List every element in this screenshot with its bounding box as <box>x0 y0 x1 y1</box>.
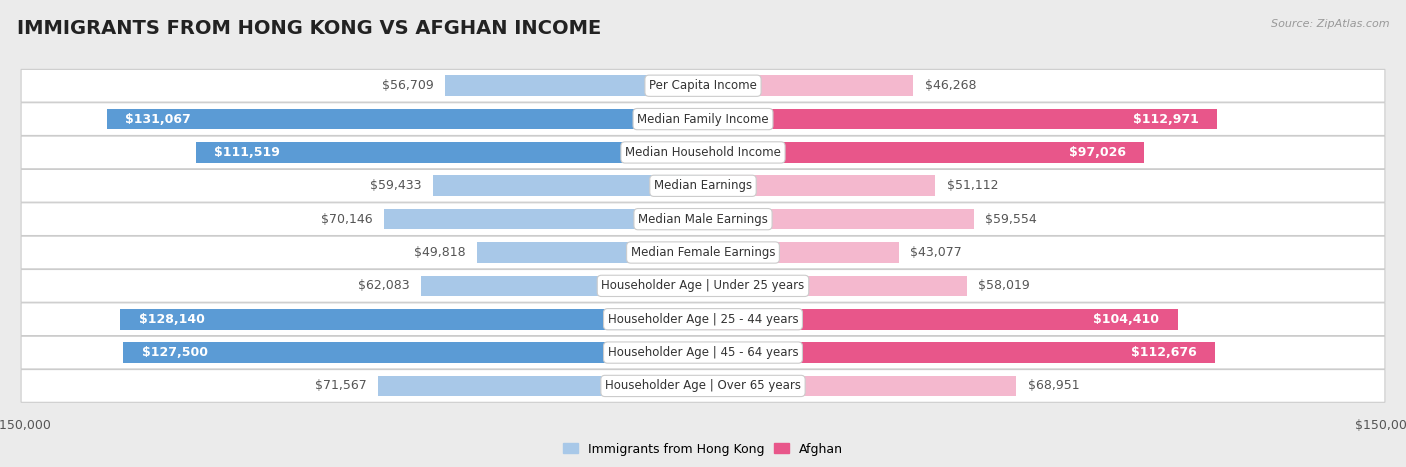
Text: Median Male Earnings: Median Male Earnings <box>638 212 768 226</box>
Bar <box>703 375 1017 396</box>
Bar <box>703 309 1178 330</box>
Text: $51,112: $51,112 <box>946 179 998 192</box>
Text: $97,026: $97,026 <box>1069 146 1126 159</box>
Bar <box>433 176 703 196</box>
Text: $43,077: $43,077 <box>910 246 962 259</box>
Text: $71,567: $71,567 <box>315 380 367 392</box>
Bar <box>121 309 703 330</box>
Bar <box>703 176 935 196</box>
Bar <box>378 375 703 396</box>
Text: $128,140: $128,140 <box>139 313 204 325</box>
Text: $131,067: $131,067 <box>125 113 191 126</box>
Bar <box>446 75 703 96</box>
Bar <box>124 342 703 363</box>
Text: $62,083: $62,083 <box>357 279 409 292</box>
Text: $59,433: $59,433 <box>370 179 422 192</box>
Text: Source: ZipAtlas.com: Source: ZipAtlas.com <box>1271 19 1389 28</box>
Bar <box>703 75 914 96</box>
Bar <box>384 209 703 229</box>
FancyBboxPatch shape <box>21 170 1385 202</box>
FancyBboxPatch shape <box>21 203 1385 235</box>
Text: $68,951: $68,951 <box>1028 380 1080 392</box>
FancyBboxPatch shape <box>21 236 1385 269</box>
Text: Per Capita Income: Per Capita Income <box>650 79 756 92</box>
Text: Householder Age | Under 25 years: Householder Age | Under 25 years <box>602 279 804 292</box>
FancyBboxPatch shape <box>21 136 1385 169</box>
Text: $56,709: $56,709 <box>382 79 434 92</box>
Text: Median Female Earnings: Median Female Earnings <box>631 246 775 259</box>
Text: Householder Age | 45 - 64 years: Householder Age | 45 - 64 years <box>607 346 799 359</box>
Bar <box>703 109 1216 129</box>
FancyBboxPatch shape <box>21 303 1385 336</box>
FancyBboxPatch shape <box>21 269 1385 302</box>
FancyBboxPatch shape <box>21 103 1385 135</box>
Text: Median Earnings: Median Earnings <box>654 179 752 192</box>
Text: $49,818: $49,818 <box>413 246 465 259</box>
Text: $46,268: $46,268 <box>925 79 976 92</box>
Text: $104,410: $104,410 <box>1094 313 1160 325</box>
Bar <box>703 242 898 263</box>
Text: $70,146: $70,146 <box>321 212 373 226</box>
Text: Householder Age | 25 - 44 years: Householder Age | 25 - 44 years <box>607 313 799 325</box>
Text: $112,971: $112,971 <box>1132 113 1198 126</box>
Bar <box>703 276 967 296</box>
Bar <box>703 342 1215 363</box>
FancyBboxPatch shape <box>21 336 1385 369</box>
FancyBboxPatch shape <box>21 369 1385 402</box>
Text: $112,676: $112,676 <box>1132 346 1197 359</box>
Text: Median Household Income: Median Household Income <box>626 146 780 159</box>
Text: Median Family Income: Median Family Income <box>637 113 769 126</box>
Text: $127,500: $127,500 <box>142 346 208 359</box>
Text: IMMIGRANTS FROM HONG KONG VS AFGHAN INCOME: IMMIGRANTS FROM HONG KONG VS AFGHAN INCO… <box>17 19 602 38</box>
Text: $59,554: $59,554 <box>986 212 1036 226</box>
Bar <box>703 209 974 229</box>
Text: Householder Age | Over 65 years: Householder Age | Over 65 years <box>605 380 801 392</box>
Bar <box>195 142 703 163</box>
FancyBboxPatch shape <box>21 70 1385 102</box>
Text: $58,019: $58,019 <box>979 279 1029 292</box>
Text: $111,519: $111,519 <box>214 146 280 159</box>
Bar <box>477 242 703 263</box>
Bar <box>107 109 703 129</box>
Legend: Immigrants from Hong Kong, Afghan: Immigrants from Hong Kong, Afghan <box>558 438 848 461</box>
Bar <box>420 276 703 296</box>
Bar <box>703 142 1144 163</box>
